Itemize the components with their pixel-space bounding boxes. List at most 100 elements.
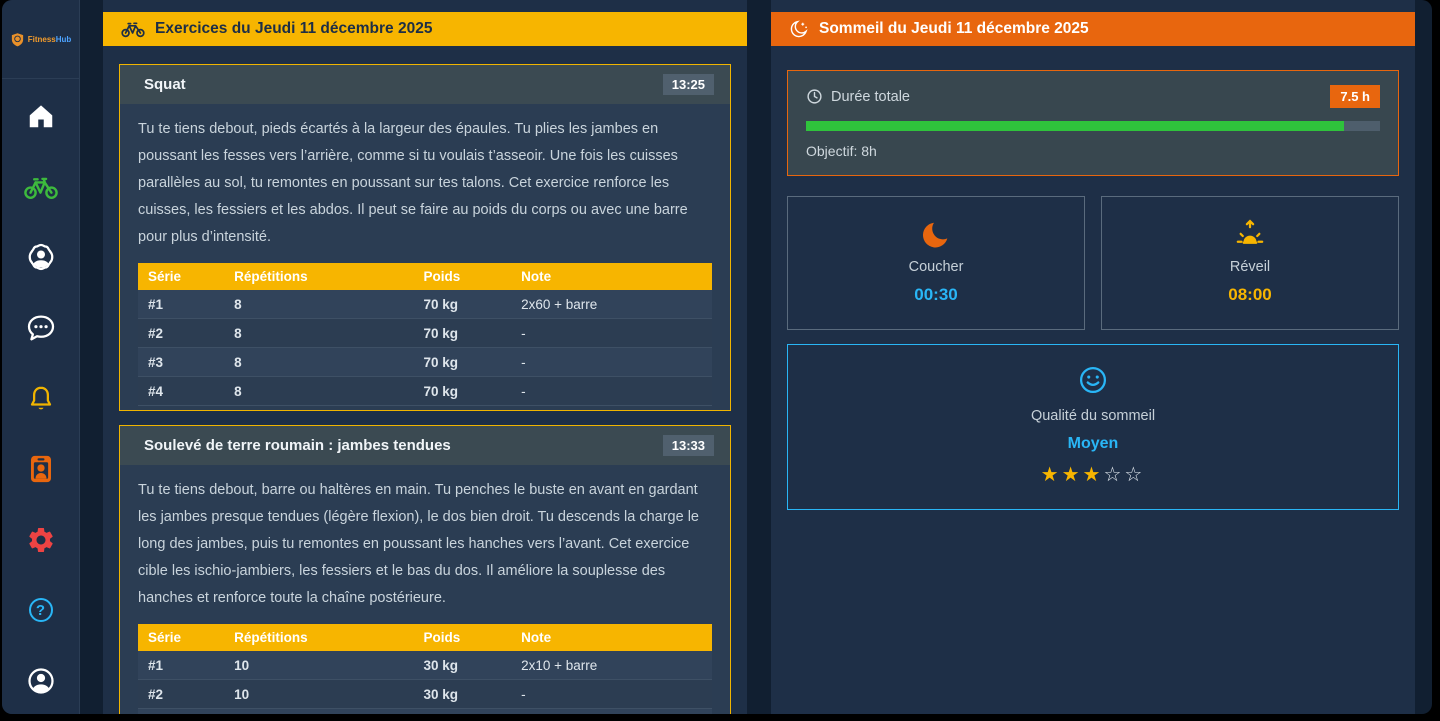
table-cell: 8 (224, 290, 414, 319)
moon-stars-header-icon (790, 20, 808, 38)
table-cell: #3 (138, 708, 225, 714)
gear-icon (28, 527, 53, 552)
column-header: Série (138, 263, 225, 290)
chat-icon (27, 315, 54, 341)
exercise-description: Tu te tiens debout, barre ou haltères en… (138, 482, 699, 606)
exercise-card: Squat 13:25 Tu te tiens debout, pieds éc… (119, 64, 731, 411)
smiley-icon (1080, 367, 1106, 393)
table-cell: - (511, 347, 712, 377)
sunrise-icon (1236, 219, 1264, 244)
exercise-card: Soulevé de terre roumain : jambes tendue… (119, 425, 731, 714)
sleep-progress-bar (806, 121, 1380, 131)
table-cell: 10 (224, 651, 414, 680)
bedtime-card: Coucher 00:30 (787, 196, 1085, 330)
exercise-sets-table: Série Répétitions Poids Note #1 8 70 kg 2x60 +… (138, 263, 712, 406)
bell-icon (30, 386, 51, 409)
exercises-panel: Exercices du Jeudi 11 décembre 2025 Squa… (103, 0, 747, 714)
sidebar-item-account[interactable] (24, 664, 58, 698)
sidebar-item-notifications[interactable] (24, 382, 58, 416)
table-header-row: Série Répétitions Poids Note (138, 624, 712, 651)
table-cell: 70 kg (413, 290, 512, 319)
sleep-duration-value-badge: 7.5 h (1330, 85, 1380, 108)
bike-header-icon (121, 22, 145, 38)
table-cell: - (511, 376, 712, 406)
column-header: Note (511, 263, 712, 290)
table-cell: 70 kg (413, 376, 512, 406)
table-cell: #3 (138, 347, 225, 377)
exercise-description: Tu te tiens debout, pieds écartés à la l… (138, 121, 688, 245)
sidebar-item-help[interactable]: ? (24, 593, 58, 627)
table-cell: 30 kg (413, 708, 512, 714)
sidebar-item-home[interactable] (24, 99, 58, 133)
bike-icon (23, 177, 58, 199)
sidebar-item-messages[interactable] (24, 311, 58, 345)
profile-sticker-icon (28, 244, 53, 271)
wake-card: Réveil 08:00 (1101, 196, 1399, 330)
crescent-moon-icon (922, 222, 948, 248)
table-row: #31030 kg- (138, 708, 712, 714)
exercise-name: Soulevé de terre roumain : jambes tendue… (144, 437, 451, 454)
table-cell: 70 kg (413, 318, 512, 348)
app-logo[interactable]: FitnessHub (2, 0, 79, 79)
sleep-quality-value: Moyen (1067, 435, 1119, 452)
table-cell: 70 kg (413, 347, 512, 377)
sleep-quality-card: Qualité du sommeil Moyen ★★★☆☆ (787, 344, 1399, 510)
table-row: #1 8 70 kg 2x60 + barre (138, 290, 712, 319)
clock-icon (807, 89, 822, 104)
sidebar-item-settings[interactable] (24, 523, 58, 557)
table-cell: 30 kg (413, 679, 512, 709)
star-empty-icon[interactable]: ☆ (1124, 464, 1146, 486)
main-content: Exercices du Jeudi 11 décembre 2025 Squa… (80, 0, 1432, 714)
table-cell: - (511, 318, 712, 348)
table-cell: #2 (138, 679, 225, 709)
sleep-quality-label: Qualité du sommeil (1030, 408, 1156, 424)
bedtime-value: 00:30 (914, 285, 958, 304)
table-row: #1 10 30 kg 2x10 + barre (138, 651, 712, 680)
sidebar-item-profile[interactable] (24, 240, 58, 274)
table-cell: #2 (138, 318, 225, 348)
sidebar-item-workouts[interactable] (23, 170, 58, 204)
sleep-panel-title: Sommeil du Jeudi 11 décembre 2025 (819, 20, 1089, 37)
help-icon: ? (28, 598, 53, 623)
wake-label: Réveil (1229, 259, 1271, 275)
table-row: #3 8 70 kg - (138, 347, 712, 377)
table-cell: 8 (224, 376, 414, 406)
table-cell: #1 (138, 290, 225, 319)
exercise-time-badge: 13:25 (662, 74, 714, 95)
sidebar-nav: ? (2, 79, 79, 714)
star-filled-icon[interactable]: ★ (1082, 464, 1104, 486)
column-header: Répétitions (224, 624, 414, 651)
exercises-panel-title: Exercices du Jeudi 11 décembre 2025 (155, 20, 433, 37)
table-row: #4 8 70 kg - (138, 376, 712, 406)
sleep-panel-header: Sommeil du Jeudi 11 décembre 2025 (771, 12, 1415, 46)
sleep-goal-text: Objectif: 8h (806, 143, 877, 159)
table-cell: #1 (138, 651, 225, 680)
table-cell: - (511, 679, 712, 709)
wake-value: 08:00 (1228, 285, 1272, 304)
column-header: Série (138, 624, 225, 651)
account-icon (27, 668, 54, 694)
exercise-card-header: Soulevé de terre roumain : jambes tendue… (120, 426, 730, 465)
sidebar-item-contact-card[interactable] (24, 452, 58, 486)
sleep-panel: Sommeil du Jeudi 11 décembre 2025 Durée … (771, 0, 1415, 714)
table-cell: 8 (224, 347, 414, 377)
star-empty-icon[interactable]: ☆ (1103, 464, 1125, 486)
column-header: Poids (413, 624, 512, 651)
table-row: #2 10 30 kg - (138, 679, 712, 709)
star-filled-icon[interactable]: ★ (1040, 464, 1062, 486)
exercise-time-badge: 13:33 (662, 435, 714, 456)
sleep-times-row: Coucher 00:30 (787, 196, 1399, 330)
logo-text: FitnessHub (27, 34, 72, 44)
sleep-quality-stars[interactable]: ★★★☆☆ (798, 462, 1388, 487)
table-row: #2 8 70 kg - (138, 318, 712, 348)
table-cell: 2x60 + barre (511, 290, 712, 319)
exercise-card-header: Squat 13:25 (120, 65, 730, 104)
star-filled-icon[interactable]: ★ (1061, 464, 1083, 486)
sleep-duration-card: Durée totale 7.5 h Objectif: 8h (787, 70, 1399, 176)
sleep-progress-fill (806, 121, 1345, 131)
column-header: Note (511, 624, 712, 651)
table-cell: - (511, 708, 712, 714)
table-cell: 10 (224, 679, 414, 709)
contact-card-icon (30, 456, 51, 483)
